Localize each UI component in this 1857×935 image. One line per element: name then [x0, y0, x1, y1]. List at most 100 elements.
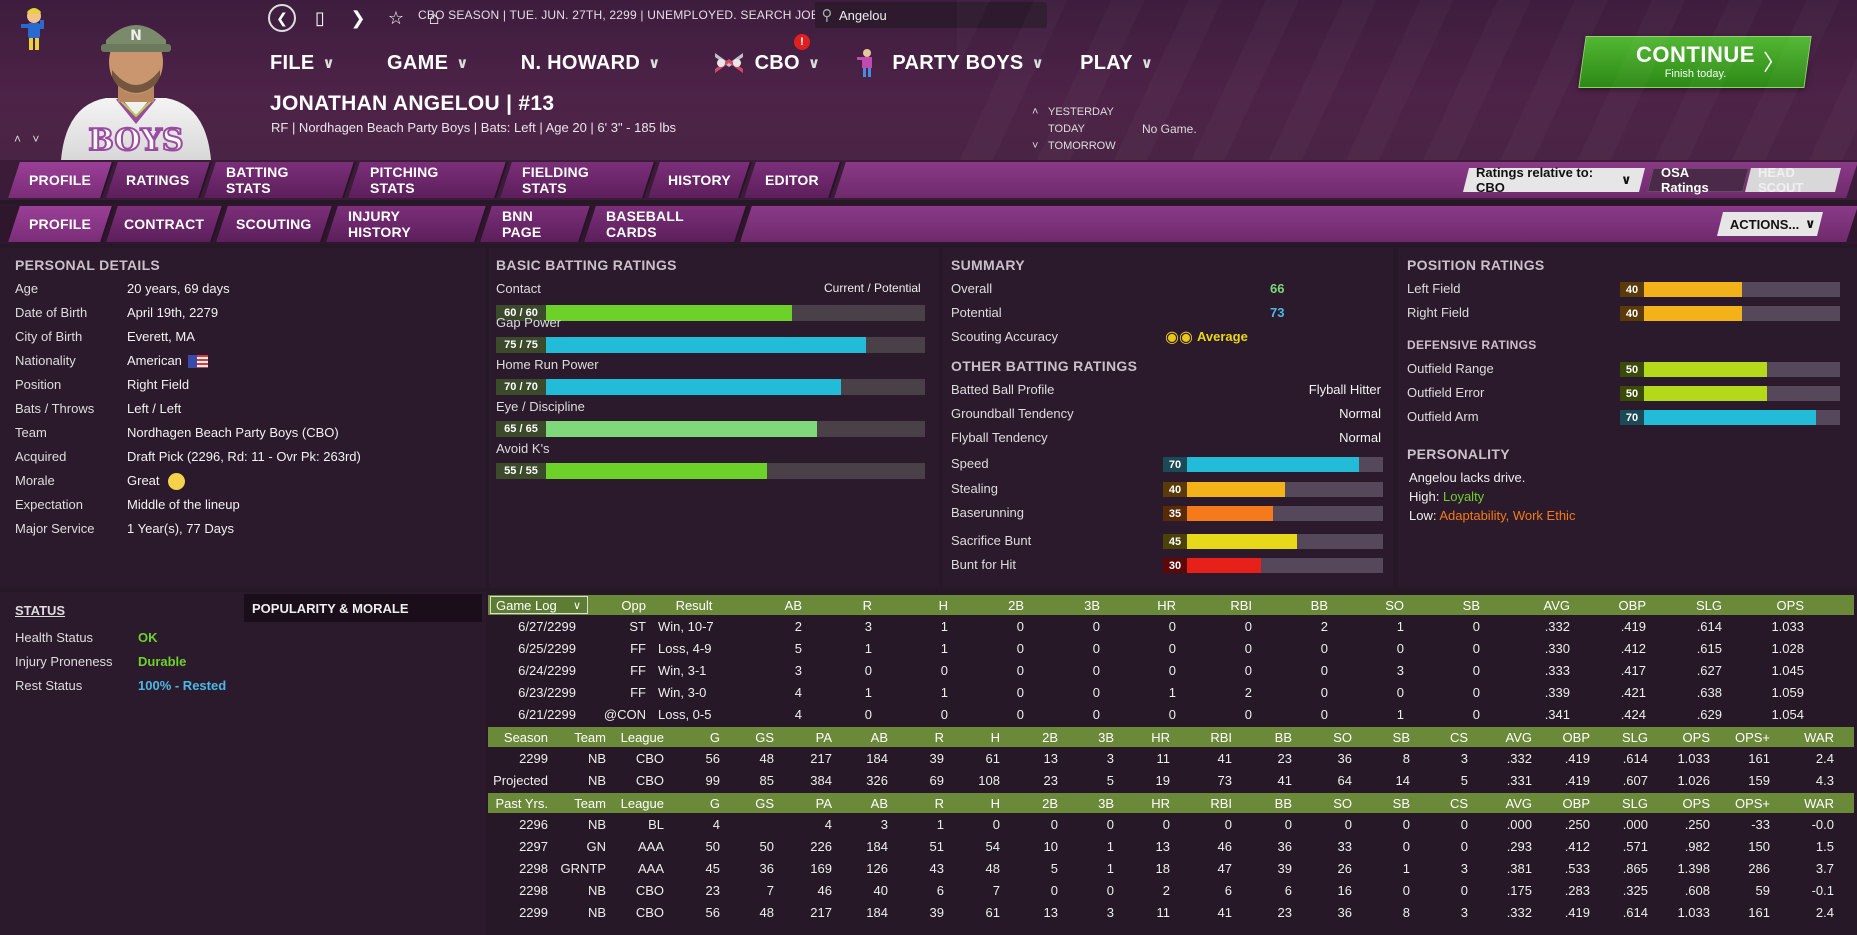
table-header-cell[interactable]: Season: [503, 729, 548, 745]
table-header-cell[interactable]: H: [990, 795, 1000, 811]
table-header-cell[interactable]: RBI: [1230, 597, 1252, 613]
table-header-cell[interactable]: SB: [1462, 597, 1480, 613]
table-header-cell[interactable]: OPS: [1682, 795, 1710, 811]
bookmark-icon[interactable]: ▯: [315, 7, 325, 28]
game-log-row[interactable]: 6/21/2299 @CON Loss, 0-5 4 0 0 0 0 0 0 0 1 0 .341 .424…: [488, 703, 1854, 725]
table-header-cell[interactable]: SB: [1392, 795, 1410, 811]
table-header-cell[interactable]: League: [620, 729, 664, 745]
table-header-cell[interactable]: H: [990, 729, 1000, 745]
table-header-cell[interactable]: Result: [675, 597, 713, 613]
table-header-cell[interactable]: Team: [574, 729, 606, 745]
table-header-cell[interactable]: PA: [815, 795, 832, 811]
table-row[interactable]: 2296 NB BL 4 4 3 1 0 0 0 0 0 0 0 0 0 .000 .250 .000 .250 -33…: [488, 813, 1854, 835]
menu-league[interactable]: CBO ∨: [713, 49, 821, 77]
table-header-cell[interactable]: R: [862, 597, 872, 613]
table-header-cell[interactable]: AB: [784, 597, 802, 613]
star-icon[interactable]: ☆: [387, 7, 405, 28]
table-header-cell[interactable]: G: [709, 729, 720, 745]
table-header-cell[interactable]: RBI: [1210, 729, 1232, 745]
table-header-cell[interactable]: 2B: [1042, 795, 1058, 811]
home-icon[interactable]: ⌂: [428, 7, 440, 28]
table-header-cell[interactable]: AVG: [1505, 795, 1533, 811]
menu-play[interactable]: PLAY ∨: [1080, 52, 1153, 75]
tab-batting-stats[interactable]: BATTING STATS: [204, 162, 356, 198]
table-header-cell[interactable]: SLG: [1695, 597, 1722, 613]
ratings-relative-dropdown[interactable]: Ratings relative to: CBO ∨: [1463, 165, 1645, 195]
game-log-select[interactable]: Game Log ∨: [490, 596, 588, 614]
table-header-cell[interactable]: 2B: [1008, 597, 1024, 613]
table-header-cell[interactable]: CS: [1449, 795, 1468, 811]
tomorrow-button[interactable]: ˅ TOMORROW: [1032, 138, 1116, 155]
menu-file[interactable]: FILE ∨: [270, 52, 335, 75]
table-header-cell[interactable]: Team: [574, 795, 606, 811]
today-button[interactable]: TODAY: [1032, 121, 1116, 138]
popularity-morale-tab[interactable]: POPULARITY & MORALE: [244, 594, 482, 622]
table-header-cell[interactable]: BB: [1310, 597, 1328, 613]
table-header-cell[interactable]: AVG: [1505, 729, 1533, 745]
table-header-cell[interactable]: OBP: [1562, 795, 1590, 811]
menu-game[interactable]: GAME ∨: [387, 52, 469, 75]
subtab-profile[interactable]: PROFILE: [8, 206, 114, 242]
table-header-cell[interactable]: AVG: [1543, 597, 1571, 613]
status-line[interactable]: CBO SEASON | TUE. JUN. 27TH, 2299 | UNEM…: [418, 8, 838, 22]
table-header-cell[interactable]: SO: [1333, 795, 1352, 811]
tab-fielding-stats[interactable]: FIELDING STATS: [500, 162, 656, 198]
search-input[interactable]: [839, 7, 1039, 23]
menu-manager[interactable]: N. HOWARD ∨: [521, 52, 661, 75]
table-header-cell[interactable]: 2B: [1042, 729, 1058, 745]
table-row[interactable]: 2299 NB CBO 56 48 217 184 39 61 13 3 11 41 23 36 8 3 .332…: [488, 901, 1854, 923]
table-header-cell[interactable]: BB: [1274, 729, 1292, 745]
game-log-row[interactable]: 6/25/2299 FF Loss, 4-9 5 1 1 0 0 0 0 0 0 0 .330 .412 .6…: [488, 637, 1854, 659]
table-header-cell[interactable]: HR: [1157, 597, 1176, 613]
table-header-cell[interactable]: OPS: [1682, 729, 1710, 745]
mascot-logo-icon[interactable]: [18, 6, 50, 54]
table-header-cell[interactable]: Opp: [621, 597, 646, 613]
table-row[interactable]: Projected NB CBO 99 85 384 326 69 108 23 5 19 73 41 64…: [488, 769, 1854, 791]
table-header-cell[interactable]: 3B: [1098, 729, 1114, 745]
continue-button[interactable]: CONTINUE Finish today. 〉: [1578, 36, 1812, 88]
table-header-cell[interactable]: AB: [870, 729, 888, 745]
subtab-injury-history[interactable]: INJURY HISTORY: [326, 206, 488, 242]
player-nav-arrows[interactable]: ˄ ˅: [14, 132, 44, 146]
osa-ratings-button[interactable]: OSA Ratings: [1647, 165, 1749, 195]
table-header-cell[interactable]: G: [709, 795, 720, 811]
table-header-cell[interactable]: OPS+: [1734, 795, 1770, 811]
table-header-cell[interactable]: R: [934, 729, 944, 745]
status-tab[interactable]: STATUS: [15, 603, 66, 618]
table-row[interactable]: 2297 GN AAA 50 50 226 184 51 54 10 1 13 46 36 33 0 0 .293…: [488, 835, 1854, 857]
table-header-cell[interactable]: SO: [1333, 729, 1352, 745]
subtab-baseball-cards[interactable]: BASEBALL CARDS: [584, 206, 748, 242]
table-header-cell[interactable]: WAR: [1804, 795, 1834, 811]
game-log-row[interactable]: 6/23/2299 FF Win, 3-0 4 1 1 0 0 1 2 0 0 0 .339 .421 .63…: [488, 681, 1854, 703]
table-header-cell[interactable]: GS: [755, 795, 774, 811]
table-header-cell[interactable]: 3B: [1084, 597, 1100, 613]
table-header-cell[interactable]: AB: [870, 795, 888, 811]
actions-dropdown[interactable]: ACTIONS... ∨: [1717, 212, 1823, 236]
forward-icon[interactable]: ❯: [350, 7, 366, 28]
table-header-cell[interactable]: GS: [755, 729, 774, 745]
table-header-cell[interactable]: SLG: [1621, 729, 1648, 745]
tab-editor[interactable]: EDITOR: [744, 162, 842, 198]
table-header-cell[interactable]: League: [620, 795, 664, 811]
table-header-cell[interactable]: OPS: [1776, 597, 1804, 613]
head-scout-button[interactable]: HEAD SCOUT: [1745, 165, 1841, 195]
table-header-cell[interactable]: RBI: [1210, 795, 1232, 811]
table-header-cell[interactable]: Past Yrs.: [495, 795, 548, 811]
table-header-cell[interactable]: WAR: [1804, 729, 1834, 745]
subtab-bnn-page[interactable]: BNN PAGE: [480, 206, 592, 242]
table-row[interactable]: 2299 NB CBO 56 48 217 184 39 61 13 3 11 41 23 36 8 3 .332…: [488, 747, 1854, 769]
tab-ratings[interactable]: RATINGS: [106, 162, 212, 198]
menu-team[interactable]: PARTY BOYS ∨: [856, 48, 1044, 78]
table-header-cell[interactable]: SLG: [1621, 795, 1648, 811]
table-header-cell[interactable]: OBP: [1618, 597, 1646, 613]
table-header-cell[interactable]: SB: [1392, 729, 1410, 745]
game-log-row[interactable]: 6/27/2299 ST Win, 10-7 2 3 1 0 0 0 0 2 1 0 .332 .419 .6…: [488, 615, 1854, 637]
table-header-cell[interactable]: BB: [1274, 795, 1292, 811]
table-row[interactable]: 2298 GRNTP AAA 45 36 169 126 43 48 5 1 18 47 39 26 1 3.3…: [488, 857, 1854, 879]
table-header-cell[interactable]: HR: [1151, 729, 1170, 745]
table-header-cell[interactable]: OBP: [1562, 729, 1590, 745]
tab-pitching-stats[interactable]: PITCHING STATS: [348, 162, 508, 198]
search-box[interactable]: ⚲: [815, 2, 1047, 28]
tab-history[interactable]: HISTORY: [648, 162, 752, 198]
table-header-cell[interactable]: SO: [1385, 597, 1404, 613]
